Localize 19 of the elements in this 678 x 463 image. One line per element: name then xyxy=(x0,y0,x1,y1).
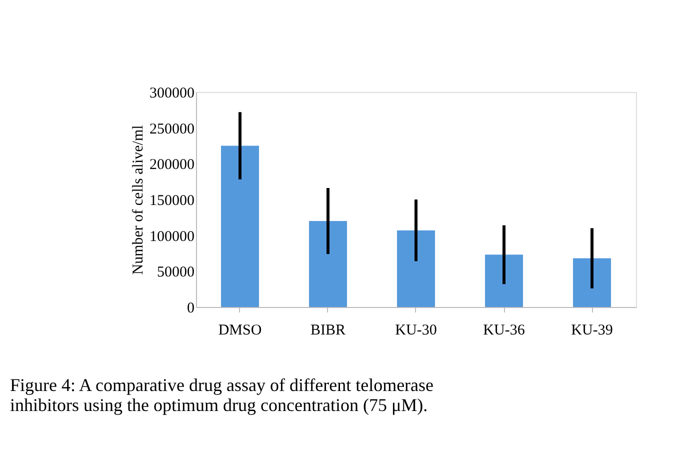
y-tick-label: 250000 xyxy=(150,121,194,138)
caption: Figure 4: A comparative drug assay of different telomerase inhibitors using the optimum drug concentration (75 μM). xyxy=(10,375,434,415)
bar xyxy=(309,221,347,307)
bar xyxy=(573,258,611,307)
y-axis-title: Number of cells alive/ml xyxy=(130,125,146,275)
bar xyxy=(397,230,435,307)
x-tick-label: DMSO xyxy=(218,322,262,338)
x-tick-label: KU-30 xyxy=(395,322,437,338)
y-tick-label: 200000 xyxy=(150,157,194,174)
bar xyxy=(221,146,259,307)
x-tick-label: KU-36 xyxy=(483,322,526,338)
y-tick-label: 100000 xyxy=(150,228,194,245)
x-tick-label: BIBR xyxy=(310,322,346,338)
x-tick-label: KU-39 xyxy=(571,322,613,338)
bar xyxy=(485,254,523,307)
y-tick-label: 300000 xyxy=(150,86,194,102)
y-tick-label: 0 xyxy=(187,300,194,316)
y-tick-label: 50000 xyxy=(157,264,194,281)
y-tick-label: 150000 xyxy=(150,193,194,209)
